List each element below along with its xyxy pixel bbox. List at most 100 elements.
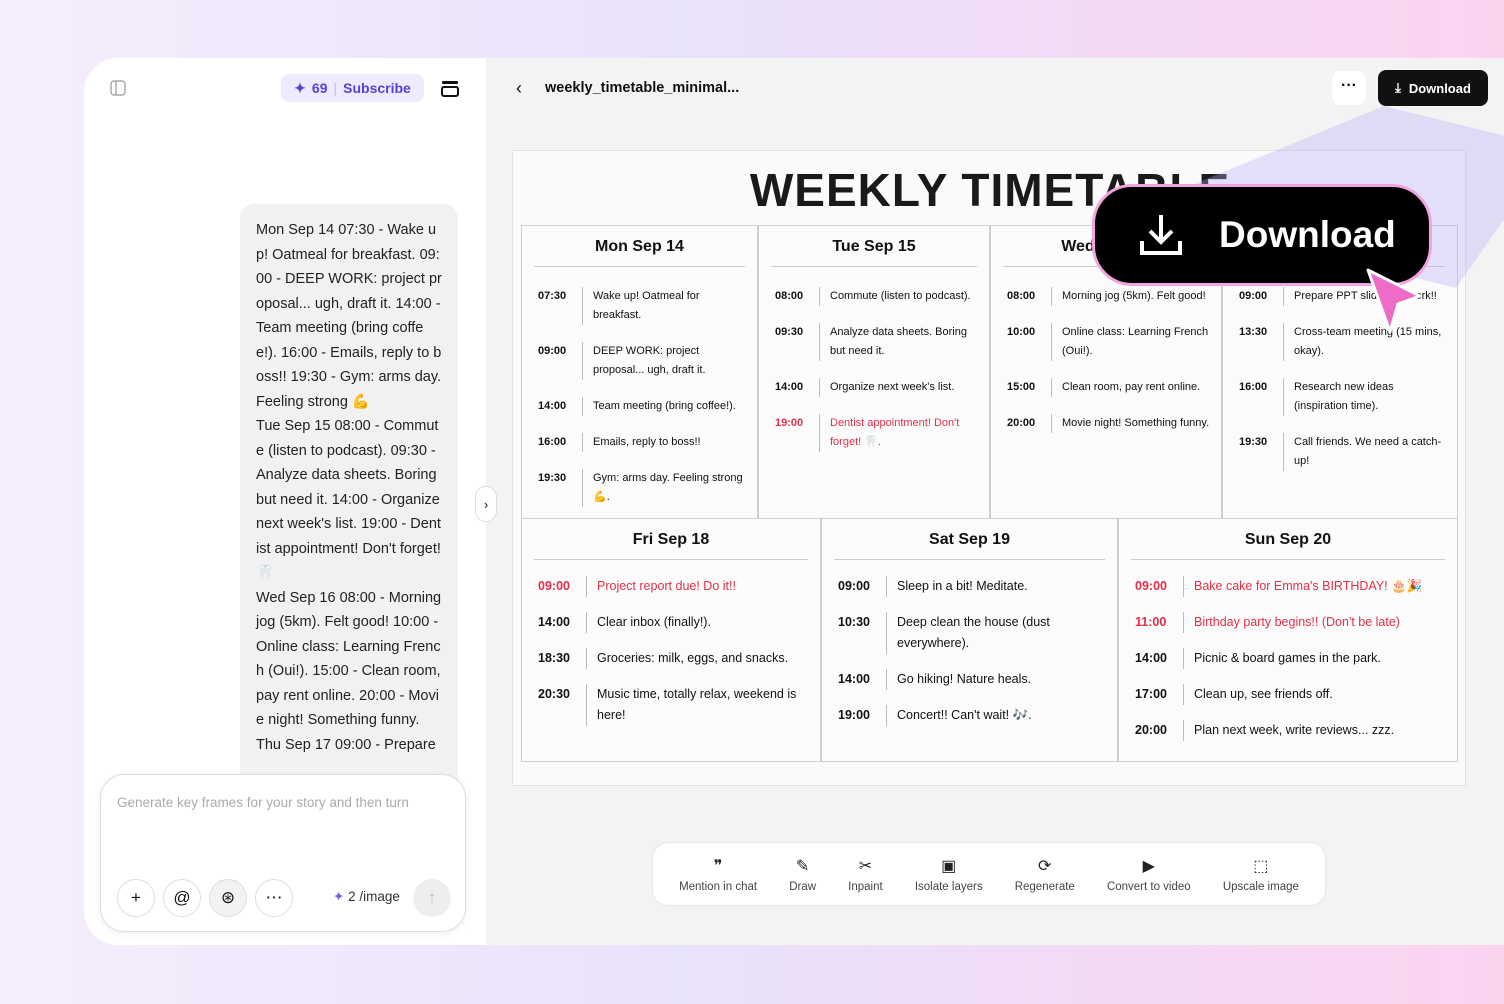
entry-time: 20:00	[1135, 723, 1167, 737]
entry: 08:00 Morning jog (5km). Felt good!	[1007, 287, 1213, 306]
entry-time: 08:00	[775, 290, 804, 302]
entry-text: Groceries: milk, eggs, and snacks.	[586, 648, 788, 669]
entry-text: Dentist appointment! Don't forget! 🦷.	[819, 414, 981, 452]
callout-label: Download	[1219, 214, 1396, 255]
entry-text: Commute (listen to podcast).	[819, 287, 971, 306]
tool-label: Draw	[789, 880, 817, 893]
sidebar-toggle[interactable]	[110, 80, 126, 96]
entry: 20:00 Plan next week, write reviews... zz…	[1135, 720, 1449, 741]
entry: 19:00 Concert!! Can't wait! 🎶.	[838, 705, 1109, 726]
cursor	[1366, 268, 1422, 334]
day-name: Tue Sep 15	[771, 238, 977, 267]
filename: weekly_timetable_minimal...	[545, 80, 740, 96]
tool-icon: ⟳	[1038, 857, 1052, 875]
tool-label: Inpaint	[848, 880, 883, 893]
entry: 14:00 Picnic & board games in the park.	[1135, 648, 1449, 669]
entry-time: 13:30	[1239, 326, 1268, 338]
message-line: Tue Sep 15 08:00 - Commute (listen to po…	[256, 418, 441, 581]
day-box: Mon Sep 14 07:30 Wake up! Oatmeal for brea…	[521, 225, 758, 519]
more-options[interactable]: ···	[1332, 71, 1366, 105]
entry-text: Emails, reply to boss!!	[582, 433, 701, 452]
entry-time: 16:00	[538, 436, 567, 448]
expand-button[interactable]: ›	[475, 486, 497, 522]
tool-button[interactable]: ✂ Inpaint	[848, 856, 883, 893]
entry: 10:30 Deep clean the house (dust everywhe…	[838, 612, 1109, 654]
send-button[interactable]: ↑	[413, 879, 451, 917]
entry: 16:00 Research new ideas (inspiration tim…	[1239, 378, 1449, 416]
tool-button[interactable]: ⬚ Upscale image	[1223, 856, 1299, 893]
chat-input[interactable]: Generate key frames for your story and t…	[100, 774, 466, 932]
entry-time: 19:00	[775, 417, 804, 429]
entry-text: Music time, totally relax, weekend is he…	[586, 684, 812, 726]
day-name: Fri Sep 18	[534, 531, 808, 560]
tool-button[interactable]: ❞ Mention in chat	[679, 856, 757, 893]
entry: 10:00 Online class: Learning French (Oui!…	[1007, 323, 1213, 361]
entry: 14:00 Go hiking! Nature heals.	[838, 669, 1109, 690]
entry-time: 18:30	[538, 651, 570, 665]
message-line: Thu Sep 17 09:00 - Prepare	[256, 736, 436, 753]
entry-text: Project report due! Do it!!	[586, 576, 736, 597]
entry: 09:00 DEEP WORK: project proposal... ugh,…	[538, 342, 749, 380]
day-name: Sat Sep 19	[834, 531, 1105, 560]
entry-list: 08:00 Commute (listen to podcast). 09:30 An…	[759, 267, 989, 452]
entry: 17:00 Clean up, see friends off.	[1135, 684, 1449, 705]
download-button[interactable]: ⤓ Download	[1378, 70, 1488, 106]
quota-text: 2 /image	[348, 889, 400, 904]
entry-list: 09:00 Sleep in a bit! Meditate. 10:30 Deep …	[822, 560, 1117, 726]
subscribe[interactable]: Subscribe	[343, 80, 411, 96]
entry-text: Picnic & board games in the park.	[1183, 648, 1381, 669]
entry-list: 09:00 Bake cake for Emma's BIRTHDAY! 🎂🎉 11…	[1119, 560, 1457, 741]
model-button[interactable]: ⊛	[209, 879, 247, 917]
entry: 16:00 Emails, reply to boss!!	[538, 433, 749, 452]
entry-list: 09:00 Prepare PPT slides for work!! 13:30 C…	[1223, 267, 1457, 471]
more-button[interactable]: ⋯	[255, 879, 293, 917]
back-button[interactable]: ‹	[516, 78, 522, 98]
add-button[interactable]: +	[117, 879, 155, 917]
entry: 07:30 Wake up! Oatmeal for breakfast.	[538, 287, 749, 325]
tool-icon: ▶	[1142, 857, 1155, 875]
entry: 09:30 Analyze data sheets. Boring but nee…	[775, 323, 981, 361]
callout-icon	[1140, 215, 1182, 255]
download-callout: Download	[1092, 184, 1432, 286]
entry-text: Cross-team meeting (15 mins, okay).	[1283, 323, 1449, 361]
entry-time: 20:00	[1007, 417, 1036, 429]
layers-icon[interactable]	[440, 78, 460, 98]
mention-button[interactable]: @	[163, 879, 201, 917]
entry-text: Clear inbox (finally!).	[586, 612, 711, 633]
entry: 13:30 Cross-team meeting (15 mins, okay).	[1239, 323, 1449, 361]
main-panel: › ‹ weekly_timetable_minimal... ··· ⤓ Dow…	[475, 58, 1504, 945]
entry: 08:00 Commute (listen to podcast).	[775, 287, 981, 306]
tool-label: Convert to video	[1106, 880, 1191, 893]
tool-icon: ✂	[858, 857, 873, 875]
entry-text: Bake cake for Emma's BIRTHDAY! 🎂🎉	[1183, 576, 1422, 597]
entry-time: 14:00	[1135, 651, 1167, 665]
tool-button[interactable]: ▶ Convert to video	[1107, 856, 1191, 893]
tool-label: Regenerate	[1014, 880, 1075, 893]
entry: 09:00 Project report due! Do it!!	[538, 576, 812, 597]
entry-time: 10:30	[838, 615, 870, 629]
tool-button[interactable]: ⟳ Regenerate	[1015, 856, 1075, 893]
entry-list: 07:30 Wake up! Oatmeal for breakfast. 09:0…	[522, 267, 757, 507]
day-box: Sat Sep 19 09:00 Sleep in a bit! Meditate.…	[821, 518, 1118, 762]
entry-text: Analyze data sheets. Boring but need it.	[819, 323, 981, 361]
entry-time: 09:00	[1135, 579, 1167, 593]
chat-message: Mon Sep 14 07:30 - Wake up! Oatmeal for …	[240, 204, 458, 804]
entry: 14:00 Organize next week's list.	[775, 378, 981, 397]
tool-button[interactable]: ✎ Draw	[789, 856, 816, 893]
entry: 19:00 Dentist appointment! Don't forget! …	[775, 414, 981, 452]
entry-list: 08:00 Morning jog (5km). Felt good! 10:00 O…	[991, 267, 1221, 433]
entry-time: 16:00	[1239, 381, 1268, 393]
entry-time: 09:00	[538, 579, 570, 593]
credits-pill[interactable]: ✦ 69 | Subscribe	[281, 74, 424, 102]
entry-text: Clean room, pay rent online.	[1051, 378, 1200, 397]
tool-button[interactable]: ▣ Isolate layers	[915, 856, 983, 893]
entry-text: Clean up, see friends off.	[1183, 684, 1333, 705]
entry-text: Online class: Learning French (Oui!).	[1051, 323, 1213, 361]
day-name: Sun Sep 20	[1131, 531, 1445, 560]
entry-text: Morning jog (5km). Felt good!	[1051, 287, 1206, 306]
entry-time: 19:30	[1239, 436, 1268, 448]
entry-time: 11:00	[1135, 615, 1167, 629]
message-line: Wed Sep 16 08:00 - Morning jog (5km). Fe…	[256, 589, 442, 729]
entry-time: 08:00	[1007, 290, 1036, 302]
entry-text: Deep clean the house (dust everywhere).	[886, 612, 1109, 654]
